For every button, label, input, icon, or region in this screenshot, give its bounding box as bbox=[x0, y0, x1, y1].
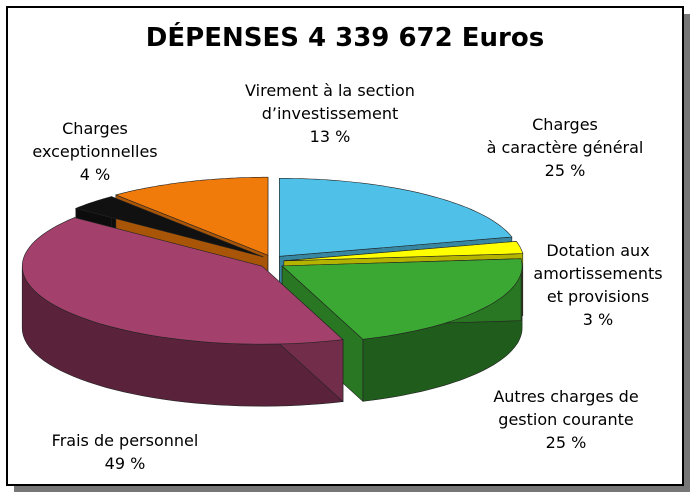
chart-title: DÉPENSES 4 339 672 Euros bbox=[146, 21, 544, 53]
slice bbox=[279, 178, 513, 257]
value-label: 13 % bbox=[310, 127, 351, 146]
slice bbox=[22, 217, 344, 345]
slice-label: et provisions bbox=[547, 287, 649, 306]
slice-label: à caractère général bbox=[487, 138, 644, 157]
slice bbox=[283, 241, 524, 262]
slice bbox=[74, 196, 264, 258]
value-label: 25 % bbox=[545, 161, 586, 180]
slice-label: Dotation aux bbox=[546, 241, 649, 260]
value-label: 49 % bbox=[105, 454, 146, 473]
slice bbox=[114, 176, 269, 256]
value-label: 25 % bbox=[546, 433, 587, 452]
slice-label: Frais de personnel bbox=[52, 431, 199, 450]
pie-tops bbox=[22, 176, 524, 345]
slice-label: d’investissement bbox=[262, 104, 399, 123]
slice-label: Charges bbox=[62, 119, 128, 138]
slice bbox=[281, 258, 523, 340]
slice-label: amortissements bbox=[533, 264, 662, 283]
slice-label: gestion courante bbox=[498, 410, 633, 429]
slice-label: exceptionnelles bbox=[32, 142, 157, 161]
value-label: 3 % bbox=[583, 310, 613, 329]
slice-label: Virement à la section bbox=[245, 81, 415, 100]
slice-label: Autres charges de bbox=[493, 387, 638, 406]
slice-label: Charges bbox=[532, 115, 598, 134]
value-label: 4 % bbox=[80, 165, 110, 184]
